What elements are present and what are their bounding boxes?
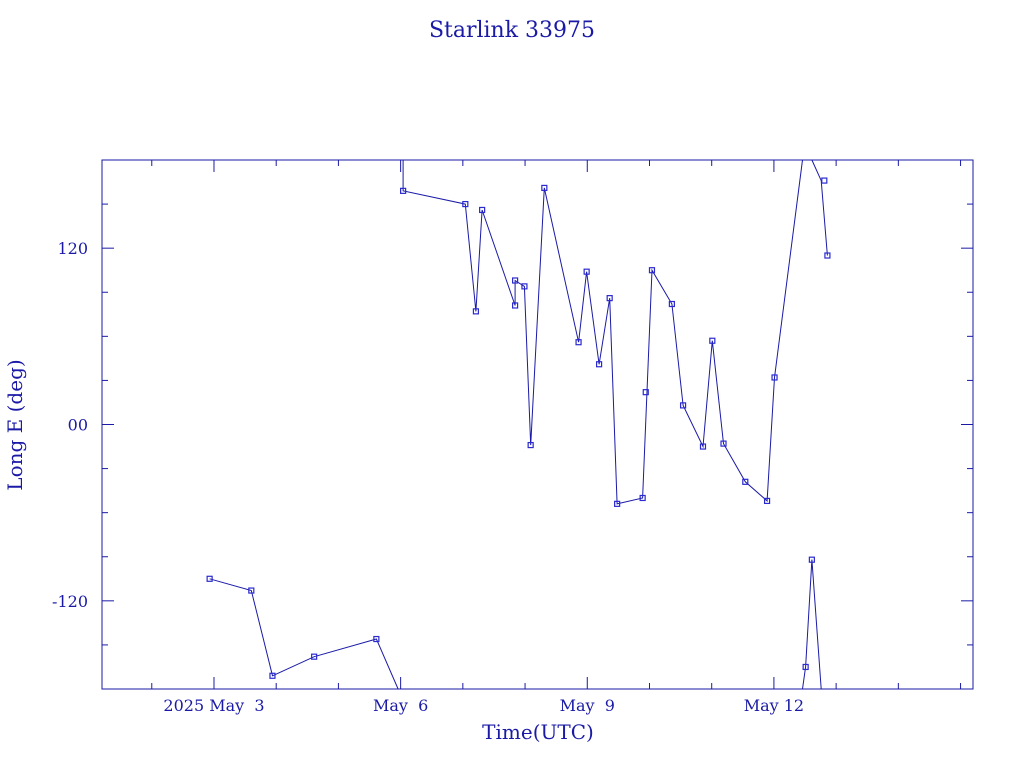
x-tick-label: May 12 bbox=[744, 696, 804, 715]
data-point bbox=[512, 302, 519, 309]
data-point bbox=[583, 268, 590, 275]
data-point bbox=[521, 283, 528, 290]
y-tick-label: 00 bbox=[68, 416, 88, 435]
data-point bbox=[311, 653, 318, 660]
x-tick-label: 2025 May 3 bbox=[163, 696, 264, 715]
data-point bbox=[742, 478, 749, 485]
data-point bbox=[821, 177, 828, 184]
series-line-segment bbox=[811, 159, 828, 256]
y-ticks: 120 00 -120 bbox=[52, 203, 973, 646]
y-tick-label: -120 bbox=[52, 592, 88, 611]
series-line-segment bbox=[209, 578, 399, 690]
data-point bbox=[269, 672, 276, 679]
data-point bbox=[541, 184, 548, 192]
data-point bbox=[679, 402, 687, 409]
data-point bbox=[595, 361, 603, 368]
data-point bbox=[614, 500, 621, 507]
x-tick-label: May 9 bbox=[560, 696, 615, 715]
x-axis-label: Time(UTC) bbox=[482, 720, 594, 744]
data-point bbox=[709, 337, 716, 344]
y-axis-label: Long E (deg) bbox=[3, 359, 27, 490]
series-points bbox=[206, 177, 831, 679]
data-point bbox=[206, 575, 213, 582]
data-point bbox=[527, 441, 534, 449]
data-point bbox=[248, 587, 255, 594]
data-point bbox=[606, 295, 613, 302]
data-point bbox=[373, 635, 380, 643]
data-point bbox=[824, 252, 831, 259]
chart-title: Starlink 33975 bbox=[429, 18, 595, 43]
data-point bbox=[575, 339, 582, 346]
y-tick-label: 120 bbox=[57, 239, 88, 258]
series-lines bbox=[209, 159, 828, 690]
data-point bbox=[808, 556, 815, 563]
data-point bbox=[400, 187, 407, 194]
data-point bbox=[771, 374, 778, 381]
data-point bbox=[639, 494, 646, 502]
data-point bbox=[699, 443, 707, 450]
series-line-segment bbox=[402, 159, 803, 505]
data-point bbox=[763, 497, 771, 505]
data-point bbox=[479, 206, 486, 214]
data-point bbox=[668, 300, 675, 308]
series-line-segment bbox=[802, 559, 813, 690]
data-point bbox=[512, 277, 519, 284]
data-point bbox=[642, 389, 649, 396]
plot-frame bbox=[101, 159, 974, 690]
data-point bbox=[648, 267, 656, 274]
data-point bbox=[802, 663, 809, 671]
x-tick-label: May 6 bbox=[373, 696, 428, 715]
series-line-segment bbox=[811, 559, 822, 690]
data-point bbox=[462, 200, 469, 208]
data-point bbox=[720, 440, 727, 447]
x-ticks: 2025 May 3 May 6 May 9 May 12 bbox=[151, 160, 962, 715]
data-point bbox=[472, 308, 480, 315]
